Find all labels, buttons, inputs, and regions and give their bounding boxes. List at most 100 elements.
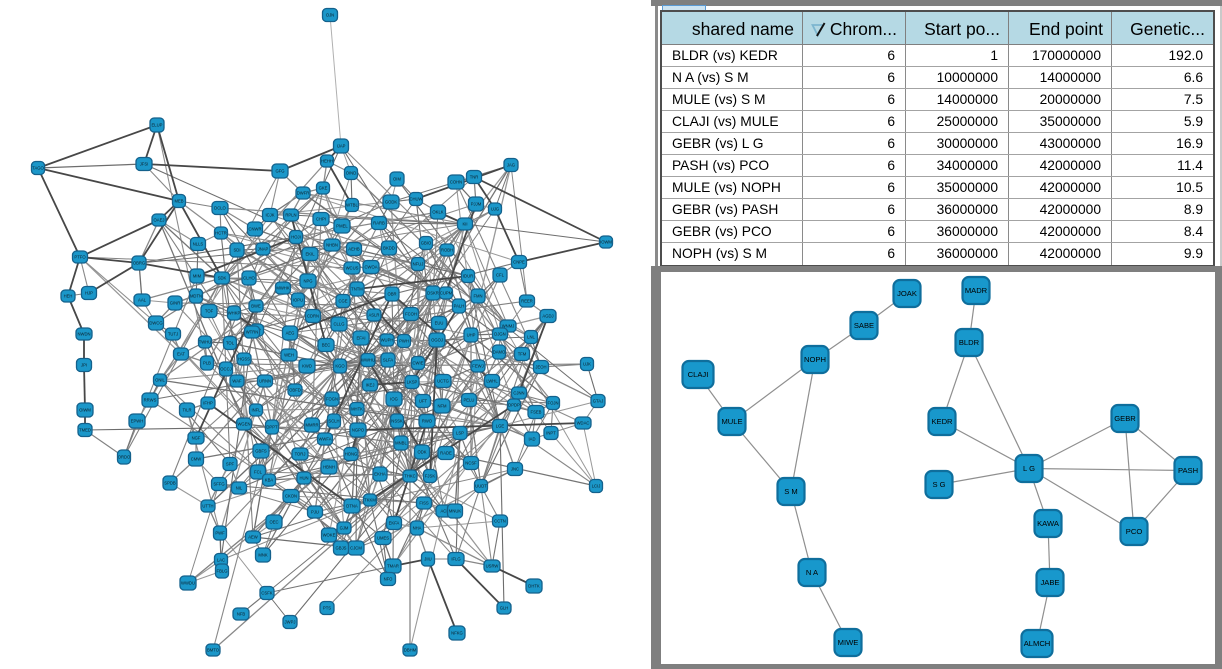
svg-text:JAG: JAG: [507, 163, 515, 168]
svg-text:DWCG: DWCG: [149, 321, 162, 326]
svg-text:IAD: IAD: [529, 437, 536, 442]
svg-text:EKIL: EKIL: [305, 252, 315, 257]
svg-text:OIWM: OIWM: [79, 408, 91, 413]
svg-text:MULE: MULE: [721, 417, 742, 426]
svg-text:LGE: LGE: [496, 424, 505, 429]
svg-text:LCIJ: LCIJ: [592, 484, 601, 489]
svg-text:DHTK: DHTK: [528, 584, 540, 589]
svg-text:CJNN: CJNN: [513, 391, 524, 396]
svg-text:TWHU: TWHU: [199, 340, 212, 345]
svg-text:FOJN: FOJN: [548, 401, 559, 406]
svg-text:ROBH: ROBH: [441, 248, 453, 253]
svg-text:TMED: TMED: [79, 428, 91, 433]
svg-text:UMES: UMES: [377, 536, 389, 541]
svg-text:HEH: HEH: [64, 294, 73, 299]
svg-text:GBFS: GBFS: [255, 449, 267, 454]
svg-text:UCTG: UCTG: [437, 379, 449, 384]
svg-text:SLFA: SLFA: [383, 358, 393, 363]
svg-text:HEHH: HEHH: [321, 159, 333, 164]
svg-text:NCSF: NCSF: [465, 461, 477, 466]
svg-text:JOAK: JOAK: [897, 289, 917, 298]
svg-text:IJAP: IJAP: [337, 144, 346, 149]
svg-text:EAT: EAT: [177, 352, 185, 357]
svg-text:SABE: SABE: [854, 321, 874, 330]
svg-text:OEC: OEC: [269, 520, 278, 525]
svg-text:CNPE: CNPE: [513, 260, 525, 265]
svg-text:GFG: GFG: [275, 169, 284, 174]
svg-text:TOF: TOF: [205, 309, 214, 314]
svg-text:JNC: JNC: [511, 467, 519, 472]
svg-text:AAL: AAL: [138, 298, 147, 303]
svg-text:SDI: SDI: [234, 248, 241, 253]
svg-text:JFSI: JFSI: [140, 162, 149, 167]
svg-text:UHP: UHP: [467, 333, 476, 338]
svg-text:FJSK: FJSK: [425, 474, 435, 479]
svg-text:WCUS: WCUS: [346, 266, 359, 271]
svg-text:TFM: TFM: [518, 352, 527, 357]
svg-text:TNR: TNR: [470, 175, 479, 180]
svg-text:MIM: MIM: [193, 274, 202, 279]
svg-text:WOKE: WOKE: [323, 533, 336, 538]
svg-text:HCTR: HCTR: [215, 231, 227, 236]
svg-text:HGSS: HGSS: [238, 357, 250, 362]
svg-text:OGOJ: OGOJ: [431, 338, 443, 343]
svg-text:OBR: OBR: [387, 292, 396, 297]
svg-text:ASLR: ASLR: [369, 313, 380, 318]
svg-text:INPT: INPT: [546, 431, 556, 436]
svg-text:OKLK: OKLK: [432, 210, 443, 215]
svg-text:TKKM: TKKM: [364, 498, 376, 503]
svg-text:SPDB: SPDB: [164, 481, 176, 486]
svg-text:TMAR: TMAR: [387, 564, 399, 569]
svg-text:CNWR: CNWR: [248, 227, 261, 232]
svg-text:RRWS: RRWS: [144, 398, 157, 403]
svg-text:CSFK: CSFK: [261, 591, 272, 596]
svg-text:JEOH: JEOH: [535, 365, 546, 370]
svg-text:RWO: RWO: [422, 419, 433, 424]
svg-text:NIL: NIL: [236, 486, 243, 491]
svg-text:DPPT: DPPT: [266, 425, 278, 430]
svg-text:PWH: PWH: [399, 339, 409, 344]
svg-text:MADR: MADR: [965, 286, 988, 295]
svg-text:LAC: LAC: [217, 558, 225, 563]
svg-text:MEB: MEB: [174, 199, 183, 204]
svg-text:COHN: COHN: [450, 180, 462, 185]
svg-text:IKEJ: IKEJ: [366, 383, 375, 388]
svg-text:GBJS: GBJS: [336, 546, 347, 551]
svg-text:RARB: RARB: [373, 221, 385, 226]
svg-text:OIND: OIND: [346, 171, 356, 176]
svg-text:S M: S M: [784, 487, 798, 496]
svg-text:AEG: AEG: [286, 331, 295, 336]
svg-text:L G: L G: [1023, 464, 1035, 473]
svg-text:RADE: RADE: [440, 451, 452, 456]
svg-text:NFKG: NFKG: [451, 631, 463, 636]
svg-text:NHA: NHA: [413, 526, 422, 531]
svg-text:DSKR: DSKR: [427, 291, 439, 296]
svg-text:DPDP: DPDP: [508, 403, 520, 408]
svg-text:FBLG: FBLG: [217, 569, 228, 574]
svg-text:PTS: PTS: [323, 606, 331, 611]
svg-text:IDUR: IDUR: [463, 274, 473, 279]
svg-text:HONG: HONG: [345, 452, 358, 457]
svg-text:FCOH: FCOH: [405, 312, 417, 317]
svg-text:CLAJI: CLAJI: [688, 370, 709, 379]
svg-text:KAWA: KAWA: [1037, 519, 1060, 528]
svg-text:GINR: GINR: [170, 301, 180, 306]
svg-text:CWIE: CWIE: [413, 361, 424, 366]
svg-text:MWHK: MWHK: [276, 286, 289, 291]
svg-text:NFM: NFM: [437, 404, 447, 409]
svg-text:NFB: NFB: [237, 612, 246, 617]
svg-text:CLLG: CLLG: [334, 322, 345, 327]
svg-text:FISS: FISS: [419, 501, 429, 506]
svg-text:MNK: MNK: [258, 553, 268, 558]
svg-text:DCLO: DCLO: [214, 206, 226, 211]
svg-text:WTRN: WTRN: [246, 330, 259, 335]
svg-text:CDRN: CDRN: [307, 314, 319, 319]
svg-text:UJG: UJG: [491, 207, 499, 212]
svg-text:GJM: GJM: [340, 526, 349, 531]
svg-text:WHKP: WHKP: [228, 311, 241, 316]
svg-text:ICJK: ICJK: [265, 213, 274, 218]
svg-text:BKDD: BKDD: [383, 246, 395, 251]
svg-text:PMEL: PMEL: [336, 224, 348, 229]
svg-text:DJGN: DJGN: [494, 332, 505, 337]
svg-text:UUDT: UUDT: [475, 484, 487, 489]
